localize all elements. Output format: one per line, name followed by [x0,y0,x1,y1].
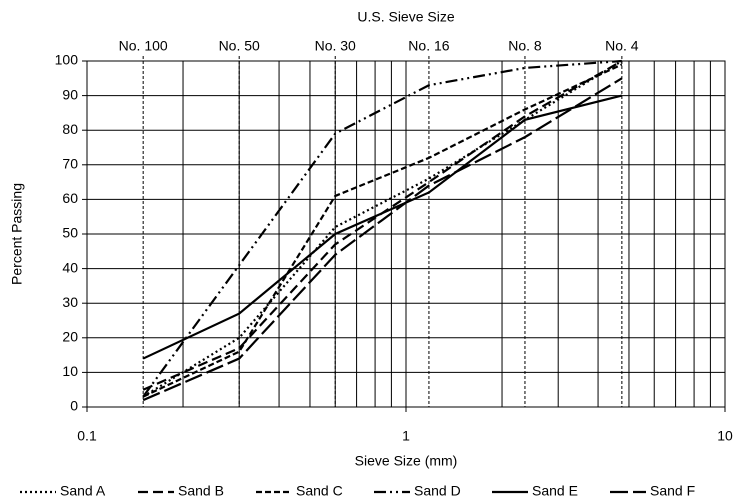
legend-label: Sand E [532,483,578,499]
series-line [142,77,623,402]
y-tick-label: 60 [62,190,78,206]
y-tick-label: 90 [62,86,78,102]
y-tick-label: 10 [62,363,78,379]
series-line [142,94,623,360]
series-line [142,60,623,391]
legend-label: Sand F [650,483,695,499]
y-tick-label: 100 [55,52,79,68]
x-tick-label: 1 [402,428,410,444]
x-tick-label: 10 [717,428,733,444]
x2-tick-label: No. 100 [119,38,168,54]
y-tick-label: 30 [62,294,78,310]
y-axis-label: Percent Passing [9,183,25,285]
x2-tick-label: No. 4 [605,38,639,54]
legend-label: Sand A [60,483,106,499]
legend-label: Sand D [414,483,461,499]
y-tick-label: 40 [62,259,78,275]
chart-title: U.S. Sieve Size [357,9,454,25]
y-tick-label: 20 [62,329,78,345]
x-axis-label: Sieve Size (mm) [355,453,458,469]
x2-tick-label: No. 30 [315,38,356,54]
series-line [142,63,623,398]
legend-label: Sand C [296,483,343,499]
y-tick-label: 0 [70,398,78,414]
x2-tick-label: No. 16 [408,38,449,54]
legend-label: Sand B [178,483,224,499]
x2-tick-label: No. 8 [508,38,542,54]
y-tick-label: 80 [62,121,78,137]
plot-border [86,60,726,408]
y-tick-label: 50 [62,225,78,241]
x-tick-label: 0.1 [77,428,97,444]
x2-tick-label: No. 50 [219,38,260,54]
y-tick-label: 70 [62,156,78,172]
series-line [142,60,623,398]
series-line [142,59,622,398]
